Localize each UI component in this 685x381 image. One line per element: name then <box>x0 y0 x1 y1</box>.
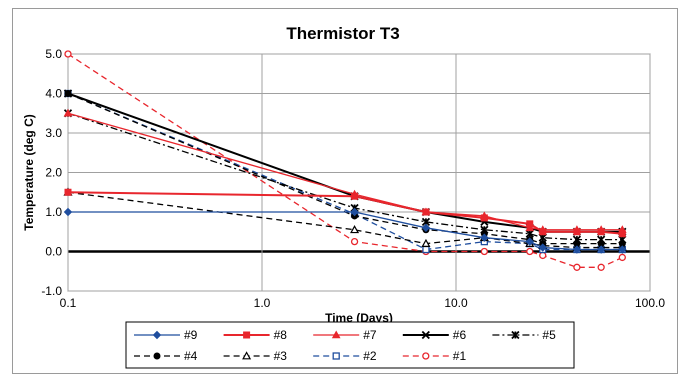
data-point <box>421 238 431 247</box>
data-point <box>350 237 359 246</box>
data-point <box>597 235 606 244</box>
y-tick-label: 0.0 <box>45 245 62 259</box>
series-line <box>67 53 623 268</box>
data-point <box>597 228 605 236</box>
data-point <box>243 331 251 339</box>
legend-item: #2 <box>313 349 377 363</box>
legend-label: #9 <box>184 328 198 342</box>
legend-label: #5 <box>542 328 556 342</box>
series-line <box>67 92 623 245</box>
data-point <box>538 243 547 252</box>
legend-item: #9 <box>134 328 198 342</box>
data-point <box>421 223 431 233</box>
y-tick-label: -1.0 <box>41 284 62 298</box>
series-line <box>67 112 623 241</box>
legend-label: #3 <box>274 349 288 363</box>
data-point <box>526 247 534 256</box>
x-tick-label: 100.0 <box>635 296 665 310</box>
legend-label: #4 <box>184 349 198 363</box>
data-point <box>618 230 626 238</box>
legend-box <box>125 321 575 369</box>
legend-item: #5 <box>492 328 556 342</box>
data-point <box>480 247 488 256</box>
data-point <box>618 253 626 262</box>
data-point <box>480 225 489 234</box>
data-point <box>64 188 72 196</box>
data-point <box>618 235 627 244</box>
data-point <box>422 245 430 254</box>
data-point <box>525 223 535 232</box>
y-axis-label: Temperature (deg C) <box>22 114 36 230</box>
x-tick-label: 10.0 <box>444 296 468 310</box>
chart-title: Thermistor T3 <box>286 24 399 43</box>
legend-item: #3 <box>223 349 288 363</box>
x-tick-label: 0.1 <box>60 296 77 310</box>
y-tick-label: 2.0 <box>45 166 62 180</box>
series-layer <box>63 50 627 271</box>
legend-item: #8 <box>223 328 288 342</box>
chart-frame: Thermistor T3 -1.0 0.0 1.0 2.0 3.0 4.0 5.0 0.1 1… <box>12 8 678 374</box>
data-point <box>480 233 489 242</box>
series-line <box>67 191 623 249</box>
legend-item: #1 <box>402 349 467 363</box>
y-tick-label: 1.0 <box>45 205 62 219</box>
tick-labels: -1.0 0.0 1.0 2.0 3.0 4.0 5.0 0.1 1.0 10.0 100.0 <box>41 47 665 310</box>
legend: #9 #8 #7 #6 #5 #4 #3 #2 #1 <box>125 321 575 369</box>
data-point <box>525 237 534 246</box>
data-point <box>153 352 161 360</box>
legend-label: #7 <box>363 328 377 342</box>
data-point <box>351 192 359 200</box>
data-point <box>63 89 73 98</box>
data-point <box>242 351 252 360</box>
data-point <box>331 330 341 339</box>
data-point <box>526 220 534 228</box>
data-point <box>350 225 360 234</box>
data-point <box>618 245 627 254</box>
legend-item: #6 <box>402 328 467 342</box>
legend-label: #1 <box>453 349 467 363</box>
series-n8 <box>64 188 626 238</box>
data-point <box>480 214 488 222</box>
data-point <box>596 245 606 254</box>
legend-label: #6 <box>453 328 467 342</box>
data-point <box>573 228 581 236</box>
data-point <box>422 208 430 216</box>
legend-label: #8 <box>274 328 288 342</box>
marker-stroke <box>63 89 73 98</box>
data-point <box>539 251 547 260</box>
data-point <box>539 228 547 236</box>
y-tick-label: 3.0 <box>45 126 62 140</box>
data-point <box>511 330 520 340</box>
data-point <box>350 207 359 217</box>
chart-svg: Thermistor T3 -1.0 0.0 1.0 2.0 3.0 4.0 5.0 0.1 1… <box>22 24 665 369</box>
legend-label: #2 <box>363 349 377 363</box>
marker-stroke <box>421 330 430 340</box>
data-point <box>573 263 581 271</box>
y-tick-label: 4.0 <box>45 87 62 101</box>
data-point <box>422 352 430 360</box>
data-point <box>597 263 605 271</box>
data-point <box>152 330 162 340</box>
legend-item: #4 <box>134 349 198 363</box>
data-point <box>572 245 582 254</box>
data-point <box>332 352 340 360</box>
y-tick-label: 5.0 <box>45 47 62 61</box>
data-point <box>572 235 582 244</box>
series-n9 <box>63 207 627 254</box>
data-point <box>63 207 73 217</box>
x-tick-label: 1.0 <box>254 296 271 310</box>
data-point <box>64 50 72 58</box>
data-point <box>421 330 430 340</box>
legend-item: #7 <box>313 328 377 342</box>
data-point <box>63 108 73 117</box>
